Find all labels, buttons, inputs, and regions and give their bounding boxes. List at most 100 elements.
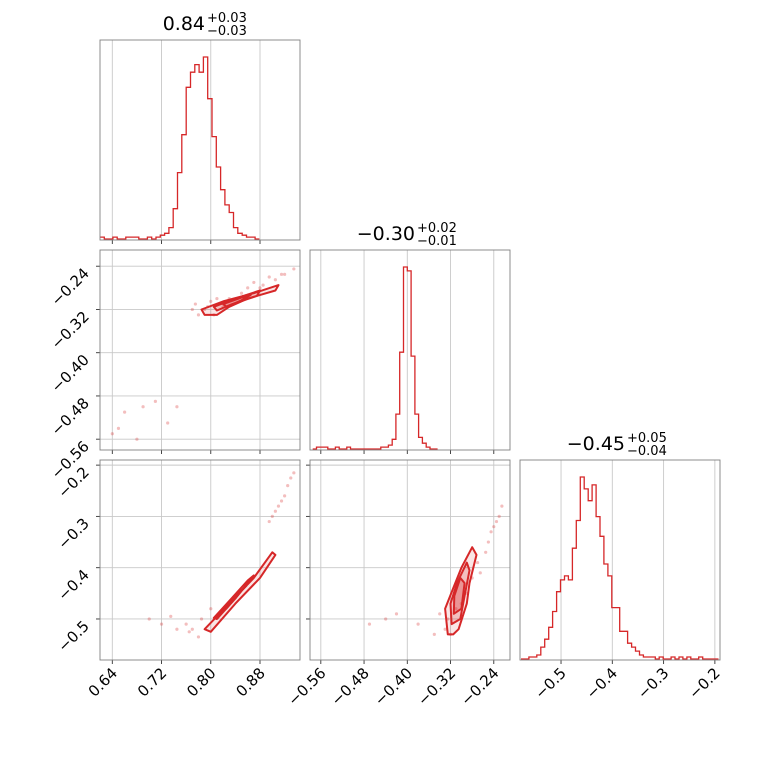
sample-point: [159, 622, 164, 626]
sample-point: [123, 410, 127, 414]
sample-point: [270, 514, 274, 519]
sample-point: [497, 514, 501, 519]
sample-point: [239, 291, 244, 295]
sample-point: [292, 471, 296, 475]
sample-point: [292, 267, 296, 271]
sample-point: [484, 550, 488, 554]
title-median: 0.84: [163, 13, 205, 35]
scatter-panel-0-1: [96, 249, 301, 454]
sample-point: [279, 272, 284, 276]
param-title-0: 0.84 +0.03−0.03: [163, 11, 247, 39]
panel-frame: [99, 39, 301, 241]
sample-point: [209, 299, 213, 303]
title-median: −0.45: [567, 433, 625, 455]
panel-frame: [309, 459, 511, 661]
sample-point: [478, 571, 482, 575]
title-upper-error: +0.02: [417, 221, 457, 236]
sample-point: [454, 607, 458, 611]
param-title-2: −0.45 +0.05−0.04: [567, 431, 667, 459]
sample-point: [169, 614, 173, 619]
histogram-panel-2: [519, 459, 721, 664]
scatter-panel-0-2: [96, 459, 301, 664]
sample-point: [147, 617, 151, 621]
sample-point: [416, 622, 420, 626]
title-lower-error: −0.04: [627, 444, 667, 459]
histogram-step-line: [312, 266, 438, 450]
sample-point: [394, 612, 399, 616]
sample-point: [184, 622, 188, 626]
density-contour: [225, 584, 248, 610]
y-tick-label: −0.24: [48, 264, 93, 309]
x-tick-label: 0.64: [85, 664, 121, 700]
x-tick-label: 0.88: [232, 664, 268, 700]
sample-point: [166, 421, 170, 425]
histogram-step-line: [100, 56, 260, 240]
sample-point: [267, 519, 271, 524]
sample-point: [153, 399, 157, 403]
y-tick-label: −0.40: [48, 351, 93, 396]
title-upper-error: +0.05: [627, 431, 667, 446]
x-tick-label: −0.2: [685, 664, 723, 702]
sample-point: [252, 280, 256, 285]
sample-point: [475, 560, 480, 565]
sample-point: [116, 426, 121, 430]
scatter-panel-1-2: [306, 459, 511, 664]
density-contour: [452, 576, 466, 615]
x-tick-label: −0.24: [457, 664, 502, 709]
sample-point: [190, 307, 194, 312]
sample-point: [215, 297, 219, 301]
sample-point: [196, 635, 201, 639]
x-tick-label: −0.32: [414, 664, 459, 709]
sample-point: [273, 509, 277, 513]
sample-point: [267, 275, 271, 279]
sample-point: [367, 622, 372, 626]
sample-point: [175, 405, 179, 409]
x-tick-label: 0.80: [183, 664, 219, 700]
x-tick-label: −0.5: [531, 664, 569, 702]
y-tick-label: −0.4: [54, 566, 92, 604]
y-tick-label: −0.32: [48, 308, 93, 353]
sample-point: [384, 617, 388, 621]
sample-point: [110, 432, 114, 436]
sample-point: [443, 627, 447, 631]
sample-point: [246, 286, 250, 290]
x-tick-label: −0.4: [583, 664, 621, 702]
density-contour: [222, 293, 252, 308]
y-tick-label: −0.3: [54, 515, 92, 553]
sample-point: [276, 504, 281, 508]
title-lower-error: −0.03: [207, 24, 247, 39]
x-tick-label: −0.48: [328, 664, 373, 709]
sample-point: [190, 627, 194, 631]
sample-point: [141, 405, 145, 409]
sample-point: [175, 627, 179, 631]
sample-point: [196, 313, 201, 317]
sample-point: [438, 612, 442, 616]
y-tick-label: −0.5: [54, 617, 92, 655]
sample-point: [489, 530, 493, 534]
sample-point: [135, 437, 139, 441]
sample-point: [492, 525, 496, 529]
sample-point: [187, 630, 191, 634]
y-tick-label: −0.48: [48, 394, 93, 439]
sample-point: [209, 607, 213, 611]
panel-frame: [99, 249, 301, 451]
density-contour: [449, 561, 471, 626]
sample-point: [486, 540, 490, 544]
sample-point: [199, 617, 204, 621]
panel-frame: [309, 249, 511, 451]
histogram-step-line: [521, 476, 719, 660]
sample-point: [500, 504, 504, 508]
x-tick-label: −0.40: [371, 664, 416, 709]
x-tick-label: 0.72: [134, 664, 170, 700]
panel-frame: [519, 459, 721, 661]
sample-point: [261, 283, 265, 287]
sample-point: [286, 484, 290, 488]
title-lower-error: −0.01: [417, 234, 457, 249]
sample-point: [432, 632, 436, 636]
sample-point: [258, 286, 262, 290]
sample-point: [279, 499, 284, 503]
param-title-1: −0.30 +0.02−0.01: [357, 221, 457, 249]
histogram-panel-0: [99, 39, 301, 244]
title-upper-error: +0.03: [207, 11, 247, 26]
